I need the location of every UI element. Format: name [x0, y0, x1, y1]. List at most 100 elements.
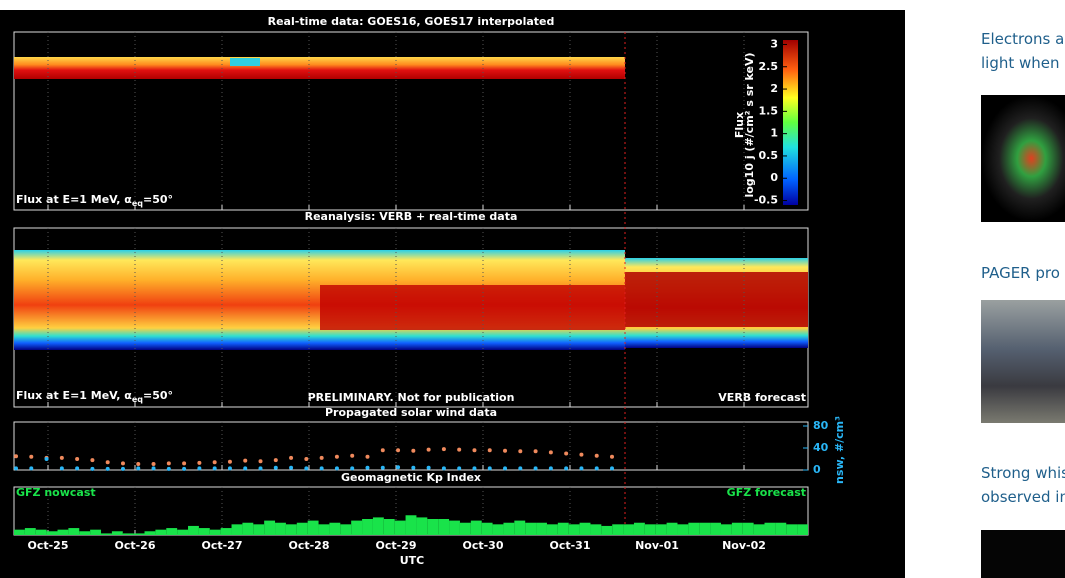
data-point — [106, 467, 110, 471]
data-point — [289, 466, 293, 470]
data-point — [182, 461, 186, 465]
data-point — [197, 461, 201, 465]
data-point — [549, 466, 553, 470]
data-point — [457, 448, 461, 452]
bar — [286, 524, 297, 535]
data-point — [518, 466, 522, 470]
data-point — [90, 467, 94, 471]
bar — [667, 523, 678, 535]
bar — [482, 523, 493, 535]
bar — [188, 526, 199, 535]
forecast-note: GFZ forecast — [727, 486, 806, 499]
bar — [406, 515, 417, 535]
data-point — [60, 466, 64, 470]
x-tick-label: Oct-25 — [27, 539, 68, 552]
bar — [221, 528, 232, 535]
bar — [547, 524, 558, 535]
data-point — [289, 456, 293, 460]
bar — [732, 523, 743, 535]
bar — [155, 530, 166, 535]
bar — [329, 523, 340, 535]
data-point — [488, 466, 492, 470]
panel-title: Geomagnetic Kp Index — [341, 471, 481, 484]
data-point — [365, 466, 369, 470]
bar — [514, 521, 525, 535]
data-point — [75, 457, 79, 461]
data-point — [259, 459, 263, 463]
heatmap — [14, 57, 625, 79]
data-point — [213, 466, 217, 470]
article-title[interactable]: PAGER pro — [981, 264, 1060, 282]
bar — [232, 524, 243, 535]
bar — [25, 528, 36, 535]
bar — [460, 523, 471, 535]
x-tick-label: Oct-29 — [375, 539, 416, 552]
data-point — [335, 455, 339, 459]
article-image[interactable] — [981, 300, 1065, 423]
data-point — [427, 448, 431, 452]
article-image[interactable] — [981, 95, 1065, 222]
data-point — [106, 460, 110, 464]
bar — [525, 523, 536, 535]
bar — [351, 521, 362, 535]
bar — [14, 530, 25, 535]
bar — [645, 524, 656, 535]
bar — [340, 524, 351, 535]
bar — [199, 528, 210, 535]
data-point — [274, 466, 278, 470]
bar — [427, 519, 438, 535]
text-line: Strong whis — [981, 464, 1065, 482]
bar — [177, 530, 188, 535]
data-point — [579, 466, 583, 470]
data-point — [182, 467, 186, 471]
data-point — [90, 458, 94, 462]
bar — [699, 523, 710, 535]
data-point — [503, 449, 507, 453]
data-point — [534, 466, 538, 470]
colorbar-tick-label: 0.5 — [759, 149, 779, 162]
x-tick-label: Oct-27 — [201, 539, 242, 552]
data-point — [411, 466, 415, 470]
bar — [47, 531, 58, 535]
colorbar-tick-label: -0.5 — [754, 194, 778, 207]
data-point — [136, 466, 140, 470]
bar — [134, 533, 145, 535]
y2-axis-label: nsw, #/cm³ — [833, 416, 846, 484]
data-point — [472, 466, 476, 470]
data-point — [304, 466, 308, 470]
data-point — [152, 462, 156, 466]
bar — [101, 533, 112, 535]
data-point — [411, 449, 415, 453]
data-point — [564, 452, 568, 456]
panel-title: Propagated solar wind data — [325, 406, 497, 419]
data-point — [320, 456, 324, 460]
bar — [275, 523, 286, 535]
bar — [601, 526, 612, 535]
page: Real-time data: GOES16, GOES17 interpola… — [0, 0, 1065, 578]
x-tick-label: Oct-31 — [549, 539, 590, 552]
data-point — [75, 466, 79, 470]
bar — [145, 531, 156, 535]
bar — [373, 517, 384, 535]
data-point — [167, 461, 171, 465]
x-tick-label: Nov-02 — [722, 539, 766, 552]
bar — [590, 524, 601, 535]
article-image[interactable] — [981, 530, 1065, 578]
bar — [438, 519, 449, 535]
bar — [297, 523, 308, 535]
x-tick-label: Oct-28 — [288, 539, 329, 552]
colorbar-tick-label: 2 — [770, 82, 778, 95]
chart: Real-time data: GOES16, GOES17 interpola… — [0, 10, 905, 578]
x-tick-label: Oct-26 — [114, 539, 155, 552]
data-point — [304, 457, 308, 461]
bar — [319, 524, 330, 535]
bar — [58, 530, 69, 535]
bar — [721, 524, 732, 535]
text-line: observed in — [981, 488, 1065, 506]
data-point — [335, 466, 339, 470]
article-title[interactable]: Strong whis observed in — [981, 464, 1065, 506]
bar — [688, 523, 699, 535]
bar — [362, 519, 373, 535]
bar — [569, 524, 580, 535]
